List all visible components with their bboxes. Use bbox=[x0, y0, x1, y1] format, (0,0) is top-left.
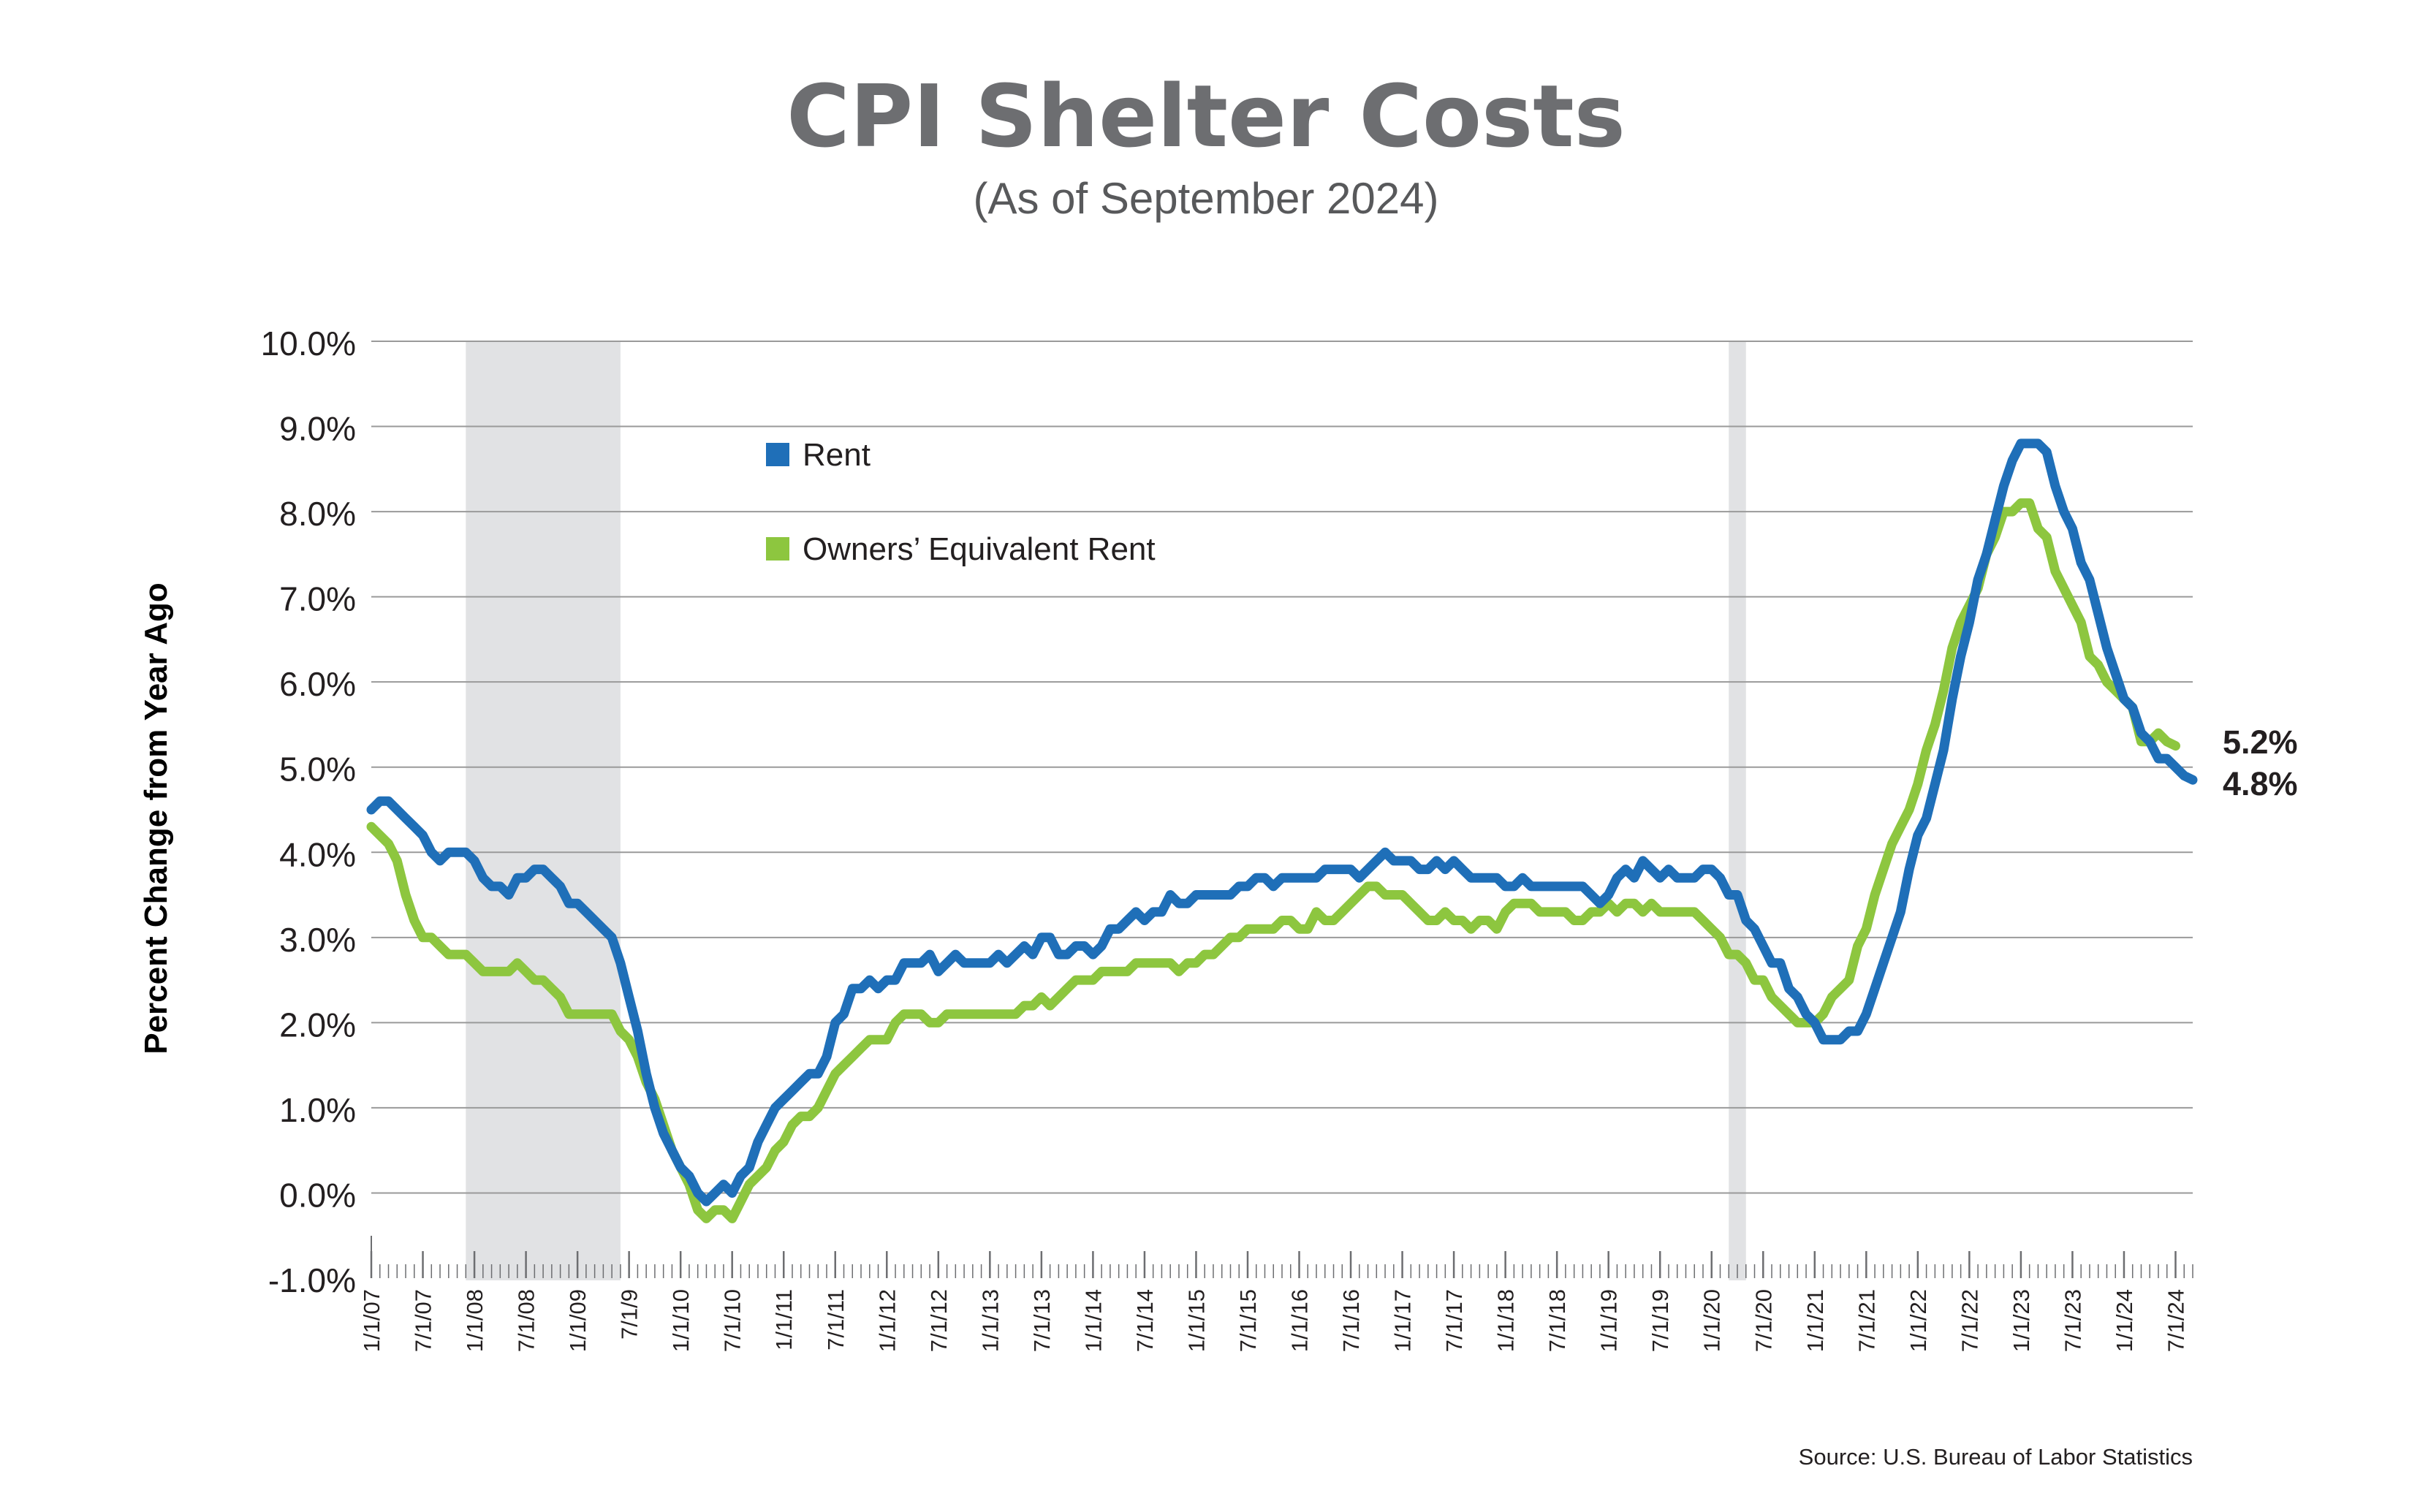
end-labels: 4.8% 5.2% bbox=[2223, 723, 2298, 802]
y-tick-label: 6.0% bbox=[279, 665, 356, 703]
x-tick-label: 1/1/12 bbox=[874, 1289, 900, 1352]
end-label-rent: 4.8% bbox=[2223, 765, 2298, 802]
recession-shading bbox=[466, 341, 1746, 1280]
x-tick-label: 7/1/9 bbox=[617, 1289, 642, 1340]
x-tick-label: 7/1/24 bbox=[2163, 1289, 2188, 1352]
x-tick-label: 1/1/23 bbox=[2009, 1289, 2034, 1352]
series-line-rent bbox=[366, 438, 2198, 1207]
y-axis-ticks: 10.0% 9.0% 8.0% 7.0% 6.0% 5.0% 4.0% 3.0% 2.0% 1.0… bbox=[261, 324, 356, 1299]
x-tick-label: 7/1/20 bbox=[1751, 1289, 1776, 1352]
x-tick-label: 1/1/22 bbox=[1905, 1289, 1931, 1352]
legend-swatch-rent bbox=[766, 443, 789, 466]
y-tick-label: 8.0% bbox=[279, 495, 356, 533]
x-tick-label: 1/1/10 bbox=[668, 1289, 694, 1352]
x-tick-label: 7/1/15 bbox=[1235, 1289, 1261, 1352]
y-tick-label: 1.0% bbox=[279, 1091, 356, 1129]
series-line-oer bbox=[366, 498, 2180, 1223]
x-tick-label: 7/1/23 bbox=[2060, 1289, 2085, 1352]
x-tick-label: 7/1/12 bbox=[926, 1289, 952, 1352]
x-tick-label: 1/1/19 bbox=[1596, 1289, 1622, 1352]
y-tick-label: 7.0% bbox=[279, 580, 356, 618]
y-tick-label: 3.0% bbox=[279, 921, 356, 959]
x-tick-label: 1/1/08 bbox=[462, 1289, 488, 1352]
x-tick-label: 1/1/07 bbox=[359, 1289, 384, 1352]
x-tick-label: 7/1/07 bbox=[411, 1289, 436, 1352]
x-tick-label: 1/1/15 bbox=[1183, 1289, 1209, 1352]
x-tick-label: 1/1/17 bbox=[1390, 1289, 1416, 1352]
x-tick-label: 1/1/21 bbox=[1802, 1289, 1828, 1352]
y-axis-title: Percent Change from Year Ago bbox=[138, 582, 174, 1055]
x-tick-label: 7/1/08 bbox=[514, 1289, 539, 1352]
legend-swatch-oer bbox=[766, 537, 789, 561]
x-tick-label: 7/1/19 bbox=[1647, 1289, 1673, 1352]
x-tick-label: 7/1/11 bbox=[823, 1289, 849, 1350]
x-axis: 1/1/07 7/1/07 1/1/08 7/1/08 1/1/09 7/1/9 1/1/1… bbox=[359, 1236, 2193, 1352]
x-tick-label: 1/1/20 bbox=[1699, 1289, 1725, 1352]
y-tick-label: 4.0% bbox=[279, 835, 356, 873]
x-tick-label: 7/1/16 bbox=[1338, 1289, 1364, 1352]
y-tick-label: 0.0% bbox=[279, 1176, 356, 1214]
x-tick-label: 1/1/18 bbox=[1493, 1289, 1519, 1352]
source-note: Source: U.S. Bureau of Labor Statistics bbox=[1799, 1444, 2193, 1470]
chart-subtitle: (As of September 2024) bbox=[973, 174, 1438, 223]
legend-label-rent: Rent bbox=[803, 437, 871, 473]
x-tick-label: 1/1/24 bbox=[2112, 1289, 2137, 1352]
x-tick-label: 7/1/17 bbox=[1441, 1289, 1467, 1352]
x-tick-label: 7/1/14 bbox=[1132, 1289, 1158, 1352]
x-tick-label: 1/1/11 bbox=[771, 1289, 797, 1350]
series-lines bbox=[366, 438, 2198, 1223]
x-tick-label: 7/1/13 bbox=[1029, 1289, 1055, 1352]
legend-label-oer: Owners’ Equivalent Rent bbox=[803, 531, 1156, 567]
recession-band-2 bbox=[1729, 341, 1746, 1280]
y-tick-label: 10.0% bbox=[261, 324, 356, 362]
legend: Rent Owners’ Equivalent Rent bbox=[766, 437, 1156, 567]
x-tick-label: 7/1/18 bbox=[1544, 1289, 1570, 1352]
x-tick-label: 7/1/22 bbox=[1957, 1289, 1982, 1352]
chart-title: CPI Shelter Costs bbox=[786, 66, 1626, 167]
y-tick-label: 2.0% bbox=[279, 1006, 356, 1044]
x-tick-label: 1/1/13 bbox=[977, 1289, 1003, 1352]
gridlines bbox=[371, 341, 2193, 1194]
x-tick-label: 1/1/16 bbox=[1287, 1289, 1313, 1352]
y-tick-label: 9.0% bbox=[279, 410, 356, 448]
x-tick-label: 1/1/09 bbox=[565, 1289, 591, 1352]
y-tick-label: -1.0% bbox=[268, 1261, 356, 1299]
y-tick-label: 5.0% bbox=[279, 751, 356, 789]
end-label-oer: 5.2% bbox=[2223, 723, 2298, 761]
x-tick-label: 7/1/10 bbox=[720, 1289, 746, 1352]
recession-band-1 bbox=[466, 341, 621, 1280]
x-tick-label: 1/1/14 bbox=[1080, 1289, 1106, 1352]
x-tick-label: 7/1/21 bbox=[1854, 1289, 1879, 1352]
